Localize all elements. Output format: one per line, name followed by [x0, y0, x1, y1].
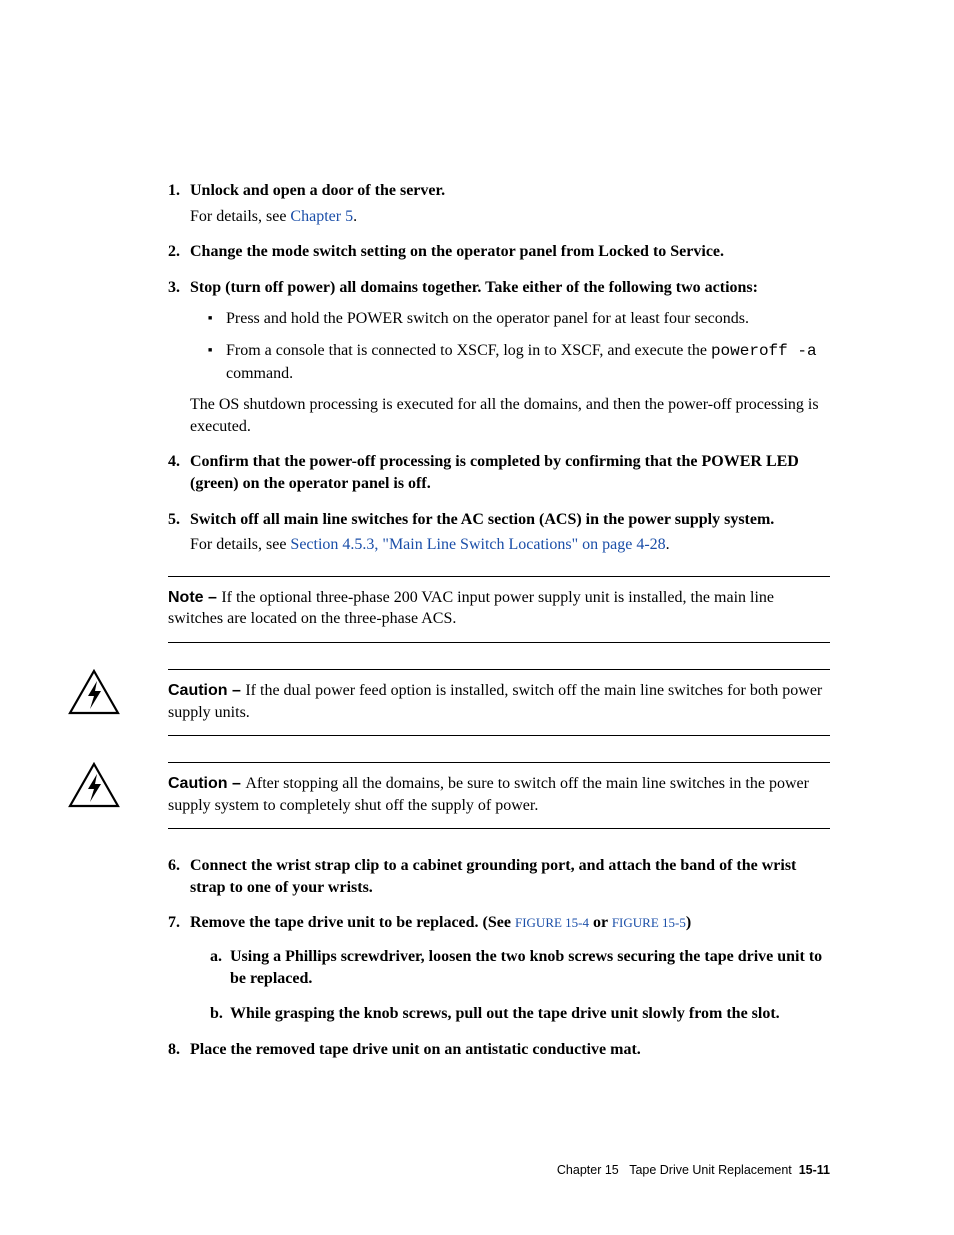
step-heading: Connect the wrist strap clip to a cabine…: [190, 855, 830, 898]
electrical-caution-icon: [68, 669, 128, 722]
step-number: 3.: [168, 277, 180, 299]
step-1: 1. Unlock and open a door of the server.…: [168, 180, 830, 227]
text: ): [686, 914, 691, 931]
text: For details, see: [190, 208, 290, 225]
step-heading: Unlock and open a door of the server.: [190, 180, 830, 202]
footer-title: Tape Drive Unit Replacement: [629, 1163, 792, 1177]
step-7: 7. Remove the tape drive unit to be repl…: [168, 912, 830, 1024]
procedure-list-cont: 6. Connect the wrist strap clip to a cab…: [168, 855, 830, 1060]
step-heading: Remove the tape drive unit to be replace…: [190, 912, 830, 934]
step-number: 1.: [168, 180, 180, 202]
step-6: 6. Connect the wrist strap clip to a cab…: [168, 855, 830, 898]
note-label: Note –: [168, 589, 221, 606]
footer-chapter: Chapter 15: [557, 1163, 619, 1177]
step-4: 4. Confirm that the power-off processing…: [168, 451, 830, 494]
section-453-link[interactable]: Section 4.5.3, "Main Line Switch Locatio…: [290, 536, 665, 553]
page-footer: Chapter 15 Tape Drive Unit Replacement 1…: [557, 1162, 830, 1179]
bullet-item: From a console that is connected to XSCF…: [208, 340, 830, 384]
text: or: [589, 914, 612, 931]
step-number: 5.: [168, 509, 180, 531]
procedure-list: 1. Unlock and open a door of the server.…: [168, 180, 830, 556]
step-2: 2. Change the mode switch setting on the…: [168, 241, 830, 263]
substep-text: While grasping the knob screws, pull out…: [230, 1005, 780, 1022]
caution-text-box: Caution – If the dual power feed option …: [168, 669, 830, 736]
note-box: Note – If the optional three-phase 200 V…: [168, 576, 830, 643]
footer-page-number: 15-11: [799, 1163, 830, 1177]
figure-15-4-link[interactable]: FIGURE 15-4: [515, 915, 589, 930]
page: 1. Unlock and open a door of the server.…: [0, 0, 954, 1235]
step-heading: Confirm that the power-off processing is…: [190, 451, 830, 494]
step-8: 8. Place the removed tape drive unit on …: [168, 1039, 830, 1061]
step-tail: The OS shutdown processing is executed f…: [190, 394, 830, 437]
bullet-list: Press and hold the POWER switch on the o…: [208, 308, 830, 384]
substep-letter: b.: [210, 1003, 223, 1025]
step-heading: Stop (turn off power) all domains togeth…: [190, 277, 830, 299]
step-5: 5. Switch off all main line switches for…: [168, 509, 830, 556]
step-body: For details, see Chapter 5.: [190, 206, 830, 228]
step-heading: Place the removed tape drive unit on an …: [190, 1039, 830, 1061]
note-text: If the optional three-phase 200 VAC inpu…: [168, 589, 774, 628]
text: command.: [226, 365, 293, 382]
text: From a console that is connected to XSCF…: [226, 342, 711, 359]
caution-text-box: Caution – After stopping all the domains…: [168, 762, 830, 829]
substep-a: a. Using a Phillips screwdriver, loosen …: [210, 946, 830, 989]
step-heading: Change the mode switch setting on the op…: [190, 241, 830, 263]
caution-text: If the dual power feed option is install…: [168, 682, 822, 721]
command-text: poweroff -a: [711, 342, 817, 360]
chapter-5-link[interactable]: Chapter 5: [290, 208, 353, 225]
caution-text: After stopping all the domains, be sure …: [168, 775, 809, 814]
step-number: 2.: [168, 241, 180, 263]
step-3: 3. Stop (turn off power) all domains tog…: [168, 277, 830, 438]
caution-label: Caution –: [168, 775, 245, 792]
caution-2: Caution – After stopping all the domains…: [68, 762, 830, 829]
figure-15-5-link[interactable]: FIGURE 15-5: [612, 915, 686, 930]
caution-1: Caution – If the dual power feed option …: [68, 669, 830, 736]
substep-list: a. Using a Phillips screwdriver, loosen …: [210, 946, 830, 1025]
text: .: [353, 208, 357, 225]
substep-b: b. While grasping the knob screws, pull …: [210, 1003, 830, 1025]
step-number: 8.: [168, 1039, 180, 1061]
step-number: 4.: [168, 451, 180, 473]
caution-label: Caution –: [168, 682, 245, 699]
electrical-caution-icon: [68, 762, 128, 815]
text: For details, see: [190, 536, 290, 553]
step-heading: Switch off all main line switches for th…: [190, 509, 830, 531]
bullet-item: Press and hold the POWER switch on the o…: [208, 308, 830, 330]
step-body: For details, see Section 4.5.3, "Main Li…: [190, 534, 830, 556]
text: Remove the tape drive unit to be replace…: [190, 914, 515, 931]
substep-text: Using a Phillips screwdriver, loosen the…: [230, 948, 822, 987]
step-number: 7.: [168, 912, 180, 934]
step-number: 6.: [168, 855, 180, 877]
substep-letter: a.: [210, 946, 222, 968]
text: .: [666, 536, 670, 553]
